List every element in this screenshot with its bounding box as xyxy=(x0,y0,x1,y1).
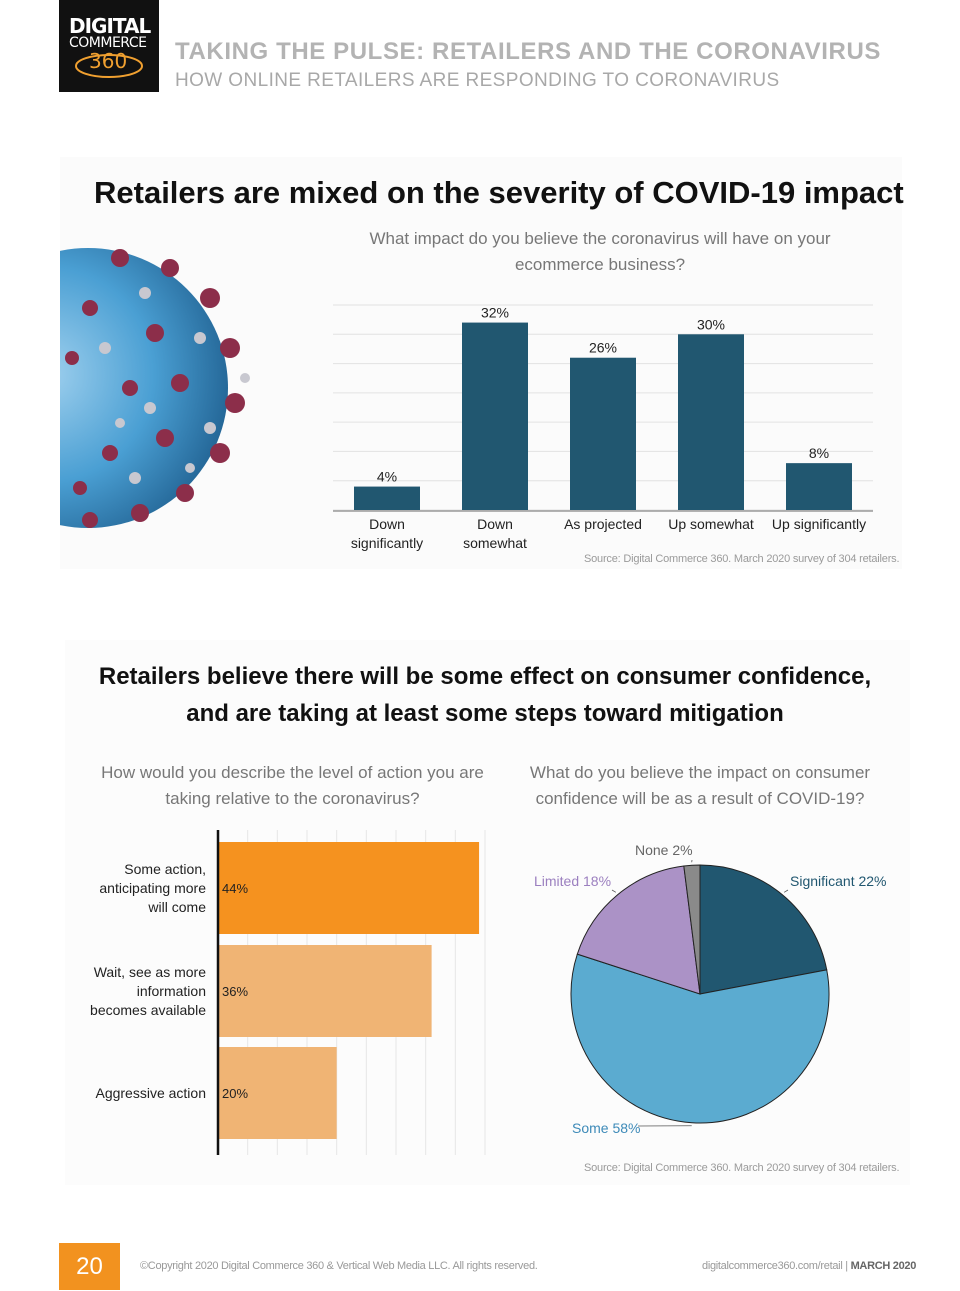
chart-1-source: Source: Digital Commerce 360. March 2020… xyxy=(584,553,899,565)
pie-leader-line-3 xyxy=(612,890,616,892)
hbar-value-label-2: 36% xyxy=(222,984,248,999)
pie-label-limited: Limited 18% xyxy=(534,873,611,889)
bar-category-label-5: Up significantly xyxy=(764,515,874,534)
page-header-title: TAKING THE PULSE: RETAILERS AND THE CORO… xyxy=(175,38,881,66)
pie-leader-line-1 xyxy=(784,890,788,892)
hbar-category-label-1-line-1: Some action, xyxy=(99,860,206,879)
bar-category-label-2-line-1: Down xyxy=(440,515,550,534)
logo-line-3: 360 xyxy=(89,50,127,72)
section-1-title: Retailers are mixed on the severity of C… xyxy=(94,175,884,211)
bar-3 xyxy=(570,358,636,510)
hbar-category-label-3: Aggressive action xyxy=(95,1084,206,1103)
bar-category-label-3: As projected xyxy=(548,515,658,534)
hbar-2 xyxy=(218,945,432,1037)
bar-4 xyxy=(678,334,744,510)
impact-bar-chart: 4% 32% 26% 30% 8% xyxy=(320,290,880,520)
section-2-title-line-1: Retailers believe there will be some eff… xyxy=(80,658,890,695)
action-level-bar-chart: 44% 36% 20% xyxy=(210,830,500,1160)
bar-2 xyxy=(462,323,528,510)
hbar-category-label-2-line-3: becomes available xyxy=(90,1001,206,1020)
footer-separator: | xyxy=(842,1260,850,1272)
hbar-category-label-3-line-1: Aggressive action xyxy=(95,1084,206,1103)
footer-right: digitalcommerce360.com/retail | MARCH 20… xyxy=(702,1260,916,1272)
footer-site-link[interactable]: digitalcommerce360.com/retail xyxy=(702,1260,842,1272)
bar-value-label-1: 4% xyxy=(377,469,397,485)
coronavirus-image-icon xyxy=(60,238,260,528)
hbar-category-label-1-line-2: anticipating more xyxy=(99,879,206,898)
bar-value-label-3: 26% xyxy=(589,340,617,356)
pie-label-significant: Significant 22% xyxy=(790,873,887,889)
hbar-category-label-2-line-1: Wait, see as more xyxy=(90,963,206,982)
bar-value-label-4: 30% xyxy=(697,316,725,332)
bar-category-label-3-line-1: As projected xyxy=(548,515,658,534)
chart-1-question: What impact do you believe the coronavir… xyxy=(345,226,855,278)
hbar-value-label-1: 44% xyxy=(222,881,248,896)
hbar-category-label-1-line-3: will come xyxy=(99,898,206,917)
page-number: 20 xyxy=(59,1243,120,1290)
pie-label-none: None 2% xyxy=(635,842,693,858)
bar-5 xyxy=(786,463,852,510)
brand-logo: DIGITAL COMMERCE 360 xyxy=(59,0,159,92)
bar-category-label-2-line-2: somewhat xyxy=(440,534,550,553)
page-header-subtitle: HOW ONLINE RETAILERS ARE RESPONDING TO C… xyxy=(175,70,780,92)
bar-category-label-1-line-2: significantly xyxy=(332,534,442,553)
bar-category-label-4-line-1: Up somewhat xyxy=(656,515,766,534)
section-2-title: Retailers believe there will be some eff… xyxy=(80,658,890,732)
bar-value-label-2: 32% xyxy=(481,305,509,321)
footer-date: MARCH 2020 xyxy=(851,1260,916,1272)
section-2-title-line-2: and are taking at least some steps towar… xyxy=(80,695,890,732)
hbar-category-label-2-line-2: information xyxy=(90,982,206,1001)
chart-2-source: Source: Digital Commerce 360. March 2020… xyxy=(584,1162,899,1174)
consumer-confidence-pie-chart: Significant 22% Some 58% Limited 18% None 2… xyxy=(520,830,910,1150)
copyright-text: ©Copyright 2020 Digital Commerce 360 & V… xyxy=(140,1260,538,1272)
bar-value-label-5: 8% xyxy=(809,445,829,461)
chart-2-question: How would you describe the level of acti… xyxy=(95,760,490,812)
chart-3-question: What do you believe the impact on consum… xyxy=(515,760,885,812)
logo-line-1: DIGITAL xyxy=(69,16,150,36)
bar-category-label-1-line-1: Down xyxy=(332,515,442,534)
logo-line-2: COMMERCE xyxy=(69,36,146,50)
hbar-1 xyxy=(218,842,479,934)
bar-1 xyxy=(354,487,420,510)
bar-category-label-5-line-1: Up significantly xyxy=(764,515,874,534)
pie-label-some: Some 58% xyxy=(572,1120,640,1136)
bar-category-label-4: Up somewhat xyxy=(656,515,766,534)
hbar-value-label-3: 20% xyxy=(222,1086,248,1101)
